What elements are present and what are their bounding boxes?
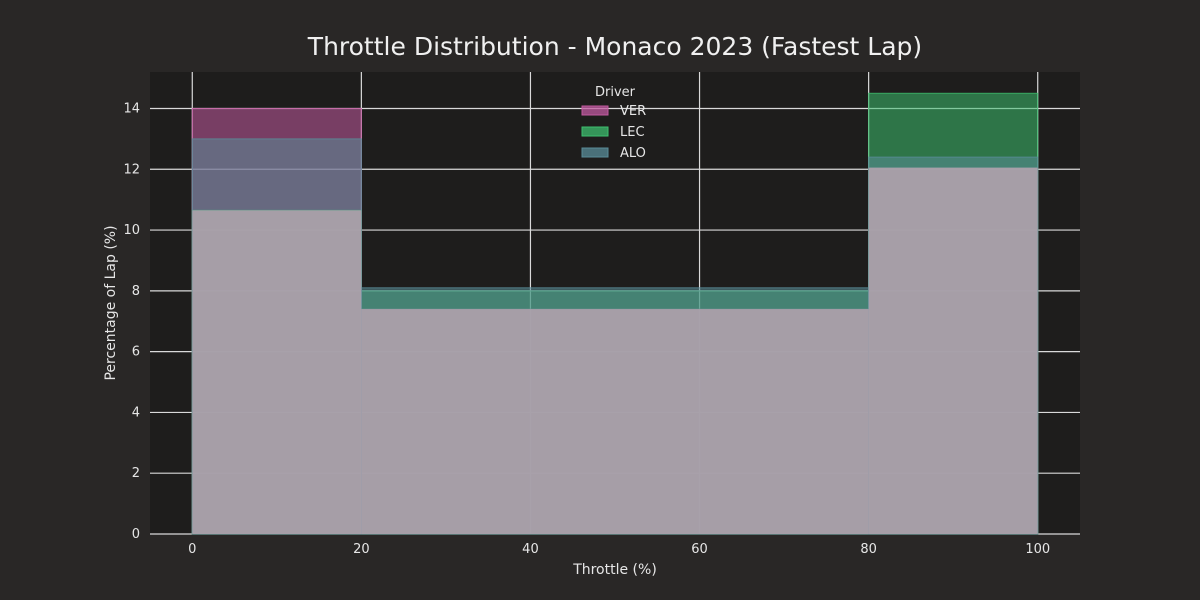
legend-swatch-lec (581, 126, 609, 137)
chart-title: Throttle Distribution - Monaco 2023 (Fas… (307, 32, 922, 61)
y-tick-label: 14 (123, 101, 140, 116)
y-tick-label: 0 (132, 527, 140, 542)
legend-label-alo: ALO (620, 146, 646, 161)
y-tick-label: 4 (132, 405, 140, 420)
x-tick-label: 20 (353, 542, 370, 557)
y-tick-label: 2 (132, 466, 140, 481)
legend: Driver VER LEC ALO (581, 85, 646, 161)
legend-swatch-alo (581, 147, 609, 158)
overlap-region-bin-1 (361, 309, 869, 534)
y-tick-label: 10 (123, 223, 140, 238)
legend-title: Driver (595, 85, 636, 100)
histogram-bars (191, 92, 1039, 535)
x-tick-label: 60 (691, 542, 708, 557)
axis-ticks: 0 2 4 6 8 10 12 14 0 20 40 60 80 100 (123, 101, 1050, 557)
overlap-region-bin-2 (868, 167, 1038, 535)
y-tick-label: 6 (132, 345, 140, 360)
x-tick-label: 100 (1025, 542, 1050, 557)
y-tick-label: 8 (132, 284, 140, 299)
x-tick-label: 0 (188, 542, 196, 557)
y-tick-label: 12 (123, 162, 140, 177)
legend-swatch-ver (581, 105, 609, 116)
legend-label-lec: LEC (620, 125, 645, 140)
x-axis-label: Throttle (%) (572, 562, 657, 578)
overlap-region-bin-0 (192, 210, 362, 534)
legend-items: VER LEC ALO (581, 104, 646, 161)
y-axis-label: Percentage of Lap (%) (103, 225, 119, 380)
legend-label-ver: VER (620, 104, 646, 119)
x-tick-label: 80 (860, 542, 877, 557)
x-tick-label: 40 (522, 542, 539, 557)
